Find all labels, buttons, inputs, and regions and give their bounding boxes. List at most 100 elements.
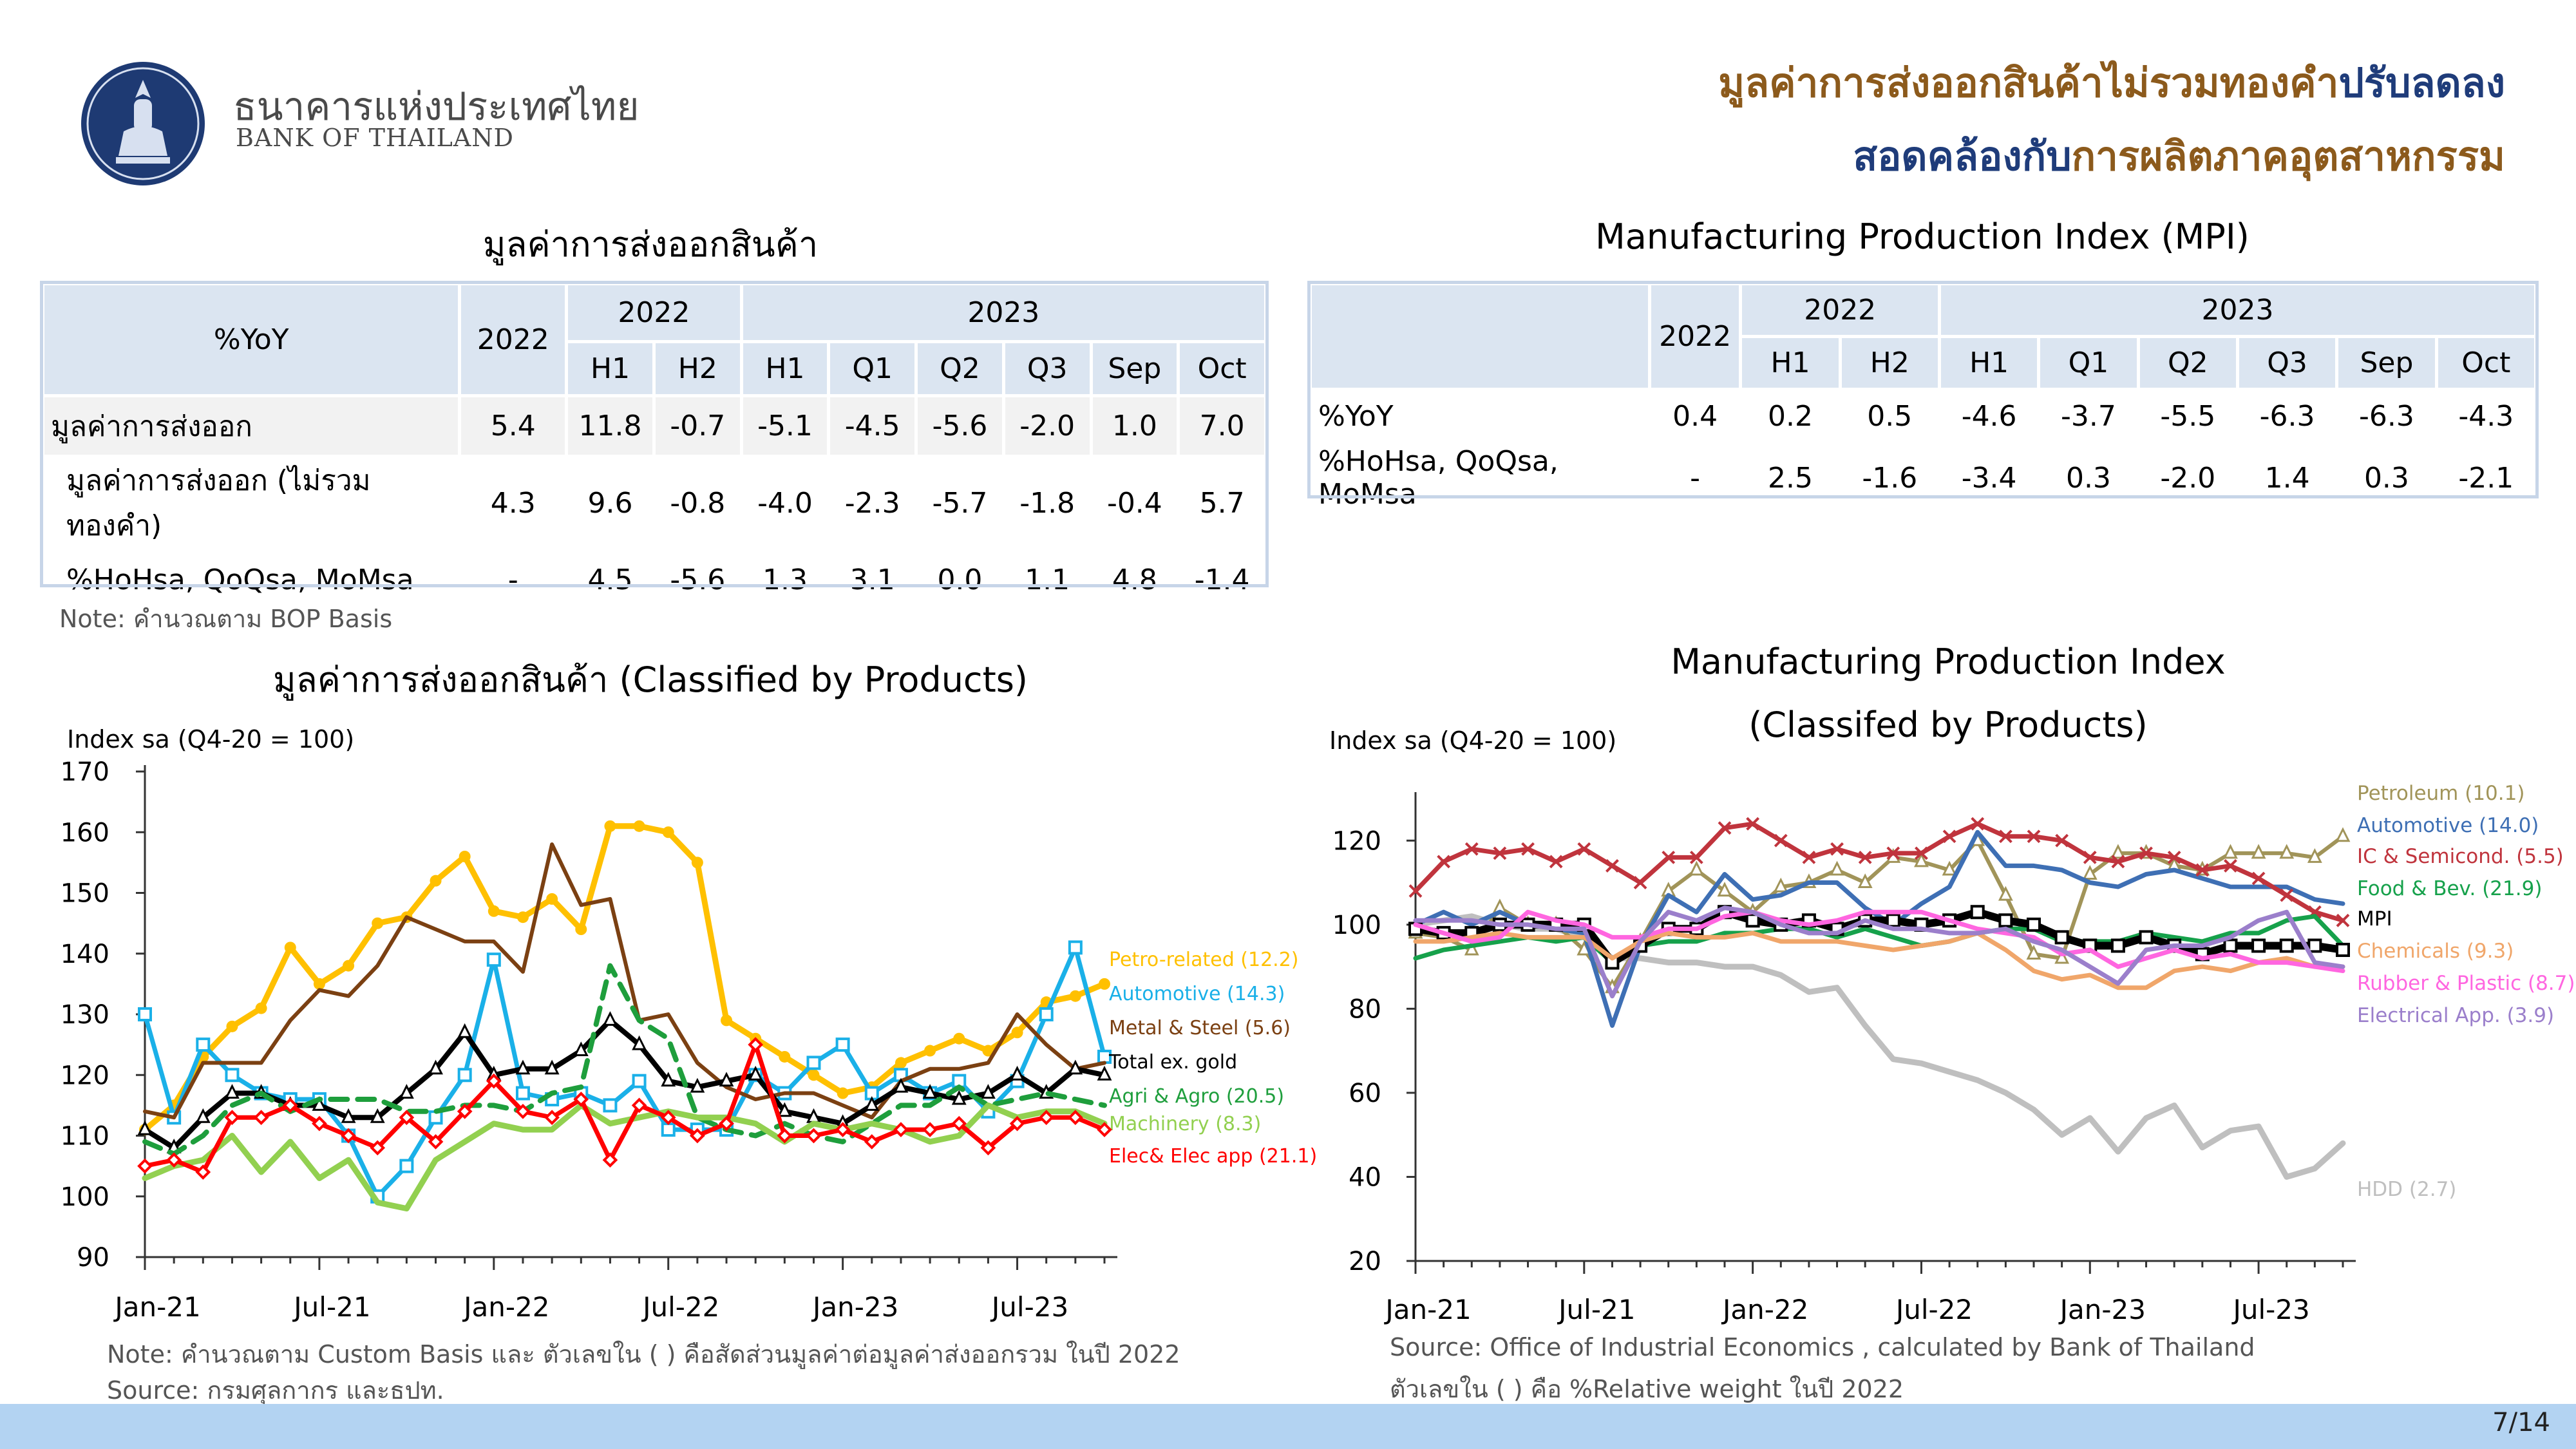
data-point: [2083, 850, 2097, 864]
series-line: [142, 1102, 1108, 1212]
data-point: [255, 1002, 267, 1014]
export-table-title: มูลค่าการส่งออกสินค้า: [482, 224, 819, 265]
data-point: [2167, 850, 2181, 864]
y-tick-label: 150: [61, 879, 109, 909]
data-point: [1914, 852, 1929, 867]
series-line: [1413, 821, 2345, 923]
data-point: [399, 1084, 414, 1099]
mpi-subcol: H2: [1838, 335, 1941, 391]
data-point: [459, 850, 471, 862]
data-point: [835, 1037, 850, 1052]
y-tick-label: 120: [1332, 826, 1381, 856]
data-point: [1802, 850, 1816, 864]
mpi-subcol: Q2: [2136, 335, 2239, 391]
legend-entry: Metal & Steel (5.6): [1109, 1017, 1291, 1039]
y-tick-label: 100: [1332, 911, 1381, 940]
table-cell: -3.4: [1937, 442, 2041, 514]
series-chemicals-9-3: [1413, 931, 2345, 990]
footer-bar: [0, 1404, 2576, 1449]
data-point: [2027, 829, 2041, 844]
data-point: [661, 1122, 676, 1137]
table-cell: -1.4: [1177, 548, 1267, 612]
table-cell: 4.5: [565, 548, 656, 612]
table-cell: -4.0: [739, 455, 831, 551]
data-point: [1068, 940, 1083, 955]
table-row: %YoY 0.4 0.2 0.5 -4.6 -3.7 -5.5 -6.3 -6.…: [1309, 388, 2538, 445]
table-row: มูลค่าการส่งออก 5.4 11.8 -0.7 -5.1 -4.5 …: [41, 394, 1267, 458]
legend-entry: IC & Semicond. (5.5): [2357, 845, 2564, 868]
table-cell: -3.7: [2037, 388, 2140, 445]
data-point: [806, 1128, 822, 1144]
data-point: [486, 1073, 502, 1089]
right-chart-unit: Index sa (Q4-20 = 100): [1329, 726, 1617, 755]
table-cell: -0.8: [652, 455, 743, 551]
table-cell: -5.6: [652, 548, 743, 612]
y-tick-label: 60: [1349, 1079, 1381, 1108]
table-cell: 11.8: [565, 394, 656, 458]
legend-entry: Machinery (8.3): [1109, 1113, 1261, 1135]
x-tick-label: Jan-21: [113, 1291, 200, 1323]
data-point: [544, 1110, 560, 1126]
y-tick-label: 160: [61, 818, 109, 848]
data-point: [312, 1115, 327, 1132]
data-point: [1577, 842, 1591, 856]
data-point: [2336, 942, 2350, 957]
mpi-row-label: %YoY: [1309, 388, 1651, 445]
x-tick-label: Jul-21: [292, 1291, 370, 1323]
data-point: [515, 1086, 530, 1101]
data-point: [1068, 1110, 1083, 1126]
table-cell: -5.6: [914, 394, 1005, 458]
legend-entry: Chemicals (9.3): [2357, 940, 2514, 963]
right-chart-title-1: Manufacturing Production Index: [1671, 641, 2226, 682]
y-tick-label: 40: [1349, 1162, 1381, 1192]
chart-1: 90 100 110 120 130 140 150 160 170 Jan-21 Jul-21 Ja…: [61, 757, 1318, 1323]
data-point: [660, 1110, 676, 1126]
mpi-subcol: Q3: [2235, 335, 2339, 391]
mpi-corner-cell: [1309, 282, 1651, 391]
table-cell: 1.0: [1089, 394, 1180, 458]
data-point: [982, 1045, 994, 1057]
data-point: [399, 1159, 414, 1173]
bank-logo: [79, 59, 207, 188]
data-point: [457, 1103, 473, 1119]
data-point: [195, 1164, 211, 1180]
data-point: [777, 1128, 793, 1144]
export-subcol: H1: [739, 340, 831, 397]
table-cell: 4.3: [458, 455, 569, 551]
export-table-note: Note: คำนวณตาม BOP Basis: [59, 605, 393, 633]
table-cell: -5.5: [2136, 388, 2239, 445]
x-tick-label: Jul-22: [641, 1291, 719, 1323]
data-point: [1689, 860, 1704, 876]
page-number: 7/14: [2492, 1408, 2550, 1437]
data-point: [370, 1140, 386, 1156]
y-tick-label: 100: [61, 1182, 109, 1212]
data-point: [573, 1041, 589, 1057]
y-tick-label: 80: [1349, 994, 1381, 1024]
legend-entry: Agri & Agro (20.5): [1109, 1085, 1284, 1108]
bank-emblem-icon: [81, 62, 205, 185]
mpi-subcol: H1: [1937, 335, 2041, 391]
x-tick-label: Jan-23: [811, 1291, 898, 1323]
data-point: [2082, 865, 2098, 880]
data-point: [1942, 860, 1957, 876]
table-cell: 0.0: [914, 548, 1005, 612]
data-point: [2336, 913, 2350, 927]
table-cell: -1.8: [1001, 455, 1093, 551]
table-cell: -0.4: [1089, 455, 1180, 551]
mpi-year-header: 2022: [1647, 282, 1743, 391]
table-cell: 0.4: [1647, 388, 1743, 445]
series-line: [1413, 909, 2345, 974]
data-point: [2307, 938, 2322, 953]
series-ic-semicond-5-5: [1408, 817, 2350, 927]
legend-entry: Petro-related (12.2): [1109, 949, 1299, 971]
table-cell: 5.4: [458, 394, 569, 458]
right-chart-title-2: (Classifed by Products): [1748, 705, 2148, 745]
data-point: [2110, 844, 2126, 859]
data-point: [399, 1110, 415, 1126]
export-subcol: Q3: [1001, 340, 1093, 397]
data-point: [372, 917, 384, 929]
export-corner-label: %YoY: [41, 282, 462, 397]
data-point: [779, 1050, 791, 1063]
data-point: [2054, 930, 2069, 945]
